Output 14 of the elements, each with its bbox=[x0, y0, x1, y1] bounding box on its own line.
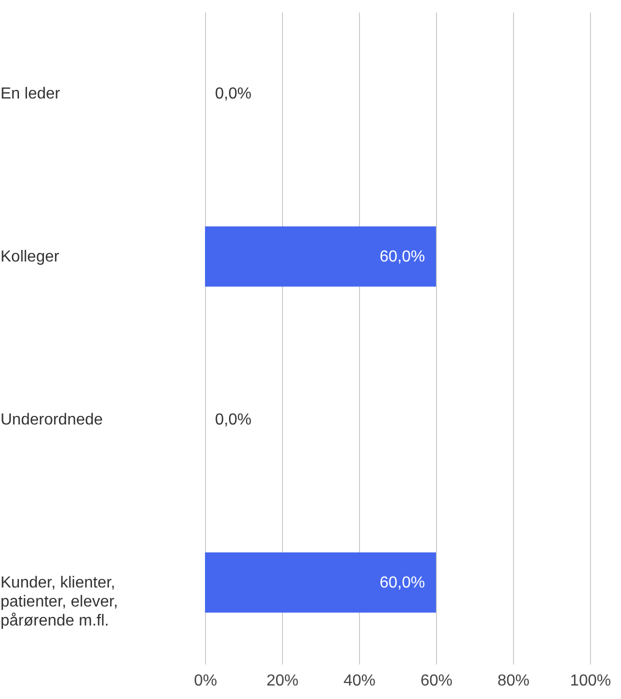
y-tick-label: Underordnede bbox=[0, 412, 103, 428]
x-tick-label: 100% bbox=[570, 672, 611, 690]
y-tick-label: Kunder, klienter, patienter, elever, pårørende m.fl. bbox=[0, 574, 118, 630]
y-tick-label: En leder bbox=[0, 86, 61, 102]
data-label: 60,0% bbox=[380, 574, 425, 592]
x-tick-label: 80% bbox=[497, 672, 530, 690]
data-label: 60,0% bbox=[380, 248, 425, 266]
x-tick-label: 60% bbox=[420, 672, 453, 690]
x-tick-label: 40% bbox=[343, 672, 376, 690]
data-label: 0,0% bbox=[215, 86, 252, 102]
x-tick-label: 0% bbox=[194, 672, 218, 690]
x-tick-label: 20% bbox=[266, 672, 299, 690]
y-tick-label: Kolleger bbox=[0, 248, 60, 266]
data-label: 0,0% bbox=[215, 412, 252, 428]
